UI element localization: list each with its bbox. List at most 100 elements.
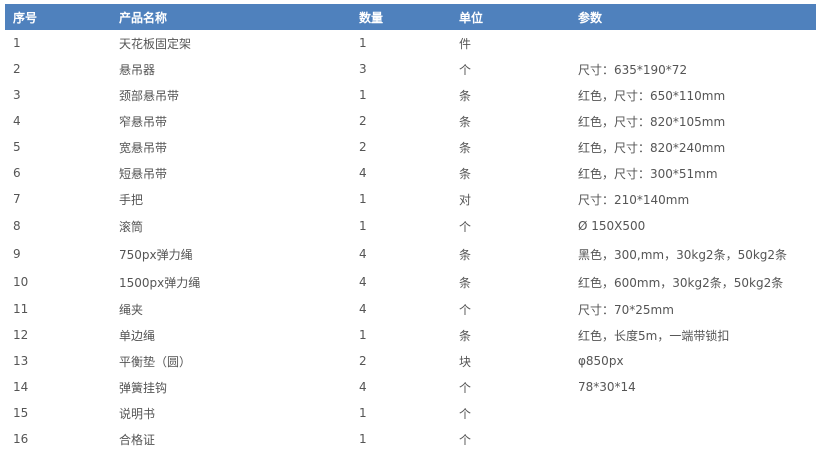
- cell-index: 10: [13, 275, 29, 289]
- cell-product-name: 平衡垫（圆）: [119, 354, 192, 369]
- cell-index: 16: [13, 432, 29, 446]
- cell-product-name: 颈部悬吊带: [119, 88, 180, 103]
- cell-unit: 个: [459, 62, 472, 77]
- cell-index: 3: [13, 88, 21, 102]
- table-row: 12 单边绳 1 条 红色，长度5m，一端带锁扣: [5, 322, 816, 348]
- cell-parameters: 红色，尺寸：820*240mm: [578, 140, 726, 155]
- cell-unit: 条: [459, 140, 472, 155]
- cell-product-name: 绳夹: [119, 302, 144, 317]
- cell-product-name: 合格证: [119, 432, 156, 447]
- header-product-name: 产品名称: [111, 4, 351, 30]
- cell-unit: 条: [459, 88, 472, 103]
- cell-quantity: 4: [359, 166, 367, 180]
- cell-parameters: 78*30*14: [578, 380, 636, 394]
- cell-index: 11: [13, 302, 29, 316]
- cell-parameters: Ø 150X500: [578, 219, 646, 233]
- cell-quantity: 4: [359, 302, 367, 316]
- cell-unit: 个: [459, 406, 472, 421]
- cell-unit: 对: [459, 192, 472, 207]
- table-row: 8 滚筒 1 个 Ø 150X500: [5, 212, 816, 240]
- cell-unit: 个: [459, 432, 472, 447]
- cell-quantity: 2: [359, 354, 367, 368]
- header-parameters: 参数: [570, 4, 816, 30]
- cell-index: 14: [13, 380, 29, 394]
- cell-unit: 条: [459, 114, 472, 129]
- cell-quantity: 3: [359, 62, 367, 76]
- cell-quantity: 1: [359, 432, 367, 446]
- table-row: 7 手把 1 对 尺寸：210*140mm: [5, 186, 816, 212]
- cell-parameters: φ850px: [578, 354, 624, 368]
- cell-parameters: [570, 426, 816, 452]
- cell-quantity: 2: [359, 140, 367, 154]
- cell-product-name: 宽悬吊带: [119, 140, 168, 155]
- cell-quantity: 4: [359, 380, 367, 394]
- cell-index: 7: [13, 192, 21, 206]
- table-row: 3 颈部悬吊带 1 条 红色，尺寸：650*110mm: [5, 82, 816, 108]
- table-row: 14 弹簧挂钩 4 个 78*30*14: [5, 374, 816, 400]
- cell-product-name: 天花板固定架: [119, 36, 192, 51]
- cell-product-name: 单边绳: [119, 328, 156, 343]
- cell-quantity: 1: [359, 192, 367, 206]
- cell-product-name: 弹簧挂钩: [119, 380, 168, 395]
- table-row: 11 绳夹 4 个 尺寸：70*25mm: [5, 296, 816, 322]
- cell-parameters: 尺寸：635*190*72: [578, 62, 688, 77]
- table-row: 4 窄悬吊带 2 条 红色，尺寸：820*105mm: [5, 108, 816, 134]
- header-unit: 单位: [451, 4, 570, 30]
- cell-parameters: [570, 400, 816, 426]
- table-row: 5 宽悬吊带 2 条 红色，尺寸：820*240mm: [5, 134, 816, 160]
- cell-product-name: 说明书: [119, 406, 156, 421]
- cell-unit: 个: [459, 380, 472, 395]
- cell-parameters: 红色，尺寸：300*51mm: [578, 166, 718, 181]
- cell-unit: 块: [459, 354, 472, 369]
- cell-quantity: 2: [359, 114, 367, 128]
- cell-parameters: 尺寸：70*25mm: [578, 302, 674, 317]
- cell-quantity: 1: [359, 328, 367, 342]
- cell-product-name: 窄悬吊带: [119, 114, 168, 129]
- cell-index: 4: [13, 114, 21, 128]
- table-row: 16 合格证 1 个: [5, 426, 816, 452]
- table-header-row: 序号 产品名称 数量 单位 参数: [5, 4, 816, 30]
- table-row: 9 750px弹力绳 4 条 黑色，300,mm，30kg2条，50kg2条: [5, 240, 816, 268]
- cell-unit: 条: [459, 247, 472, 262]
- table-row: 10 1500px弹力绳 4 条 红色，600mm，30kg2条，50kg2条: [5, 268, 816, 296]
- table-row: 2 悬吊器 3 个 尺寸：635*190*72: [5, 56, 816, 82]
- cell-index: 6: [13, 166, 21, 180]
- cell-product-name: 750px弹力绳: [119, 247, 193, 262]
- cell-quantity: 1: [359, 36, 367, 50]
- cell-index: 8: [13, 219, 21, 233]
- cell-index: 1: [13, 36, 21, 50]
- table-row: 15 说明书 1 个: [5, 400, 816, 426]
- cell-unit: 个: [459, 302, 472, 317]
- cell-index: 13: [13, 354, 29, 368]
- table-row: 13 平衡垫（圆） 2 块 φ850px: [5, 348, 816, 374]
- cell-quantity: 4: [359, 247, 367, 261]
- cell-unit: 条: [459, 275, 472, 290]
- cell-parameters: 黑色，300,mm，30kg2条，50kg2条: [578, 247, 788, 262]
- table-row: 6 短悬吊带 4 条 红色，尺寸：300*51mm: [5, 160, 816, 186]
- cell-unit: 条: [459, 166, 472, 181]
- parts-list-table: 序号 产品名称 数量 单位 参数 1 天花板固定架 1 件 2 悬吊器 3 个 尺寸：635*1…: [5, 4, 816, 452]
- cell-parameters: 红色，尺寸：650*110mm: [578, 88, 726, 103]
- cell-product-name: 1500px弹力绳: [119, 275, 201, 290]
- cell-index: 9: [13, 247, 21, 261]
- cell-parameters: 尺寸：210*140mm: [578, 192, 690, 207]
- table-row: 1 天花板固定架 1 件: [5, 30, 816, 56]
- cell-quantity: 1: [359, 406, 367, 420]
- cell-index: 12: [13, 328, 29, 342]
- cell-product-name: 手把: [119, 192, 144, 207]
- cell-index: 2: [13, 62, 21, 76]
- header-index: 序号: [5, 4, 111, 30]
- cell-unit: 个: [459, 219, 472, 234]
- cell-unit: 条: [459, 328, 472, 343]
- cell-product-name: 短悬吊带: [119, 166, 168, 181]
- cell-quantity: 1: [359, 88, 367, 102]
- cell-parameters: [570, 30, 816, 56]
- cell-quantity: 1: [359, 219, 367, 233]
- cell-index: 5: [13, 140, 21, 154]
- cell-parameters: 红色，600mm，30kg2条，50kg2条: [578, 275, 784, 290]
- cell-quantity: 4: [359, 275, 367, 289]
- cell-parameters: 红色，尺寸：820*105mm: [578, 114, 726, 129]
- cell-index: 15: [13, 406, 29, 420]
- cell-parameters: 红色，长度5m，一端带锁扣: [578, 328, 730, 343]
- header-quantity: 数量: [351, 4, 451, 30]
